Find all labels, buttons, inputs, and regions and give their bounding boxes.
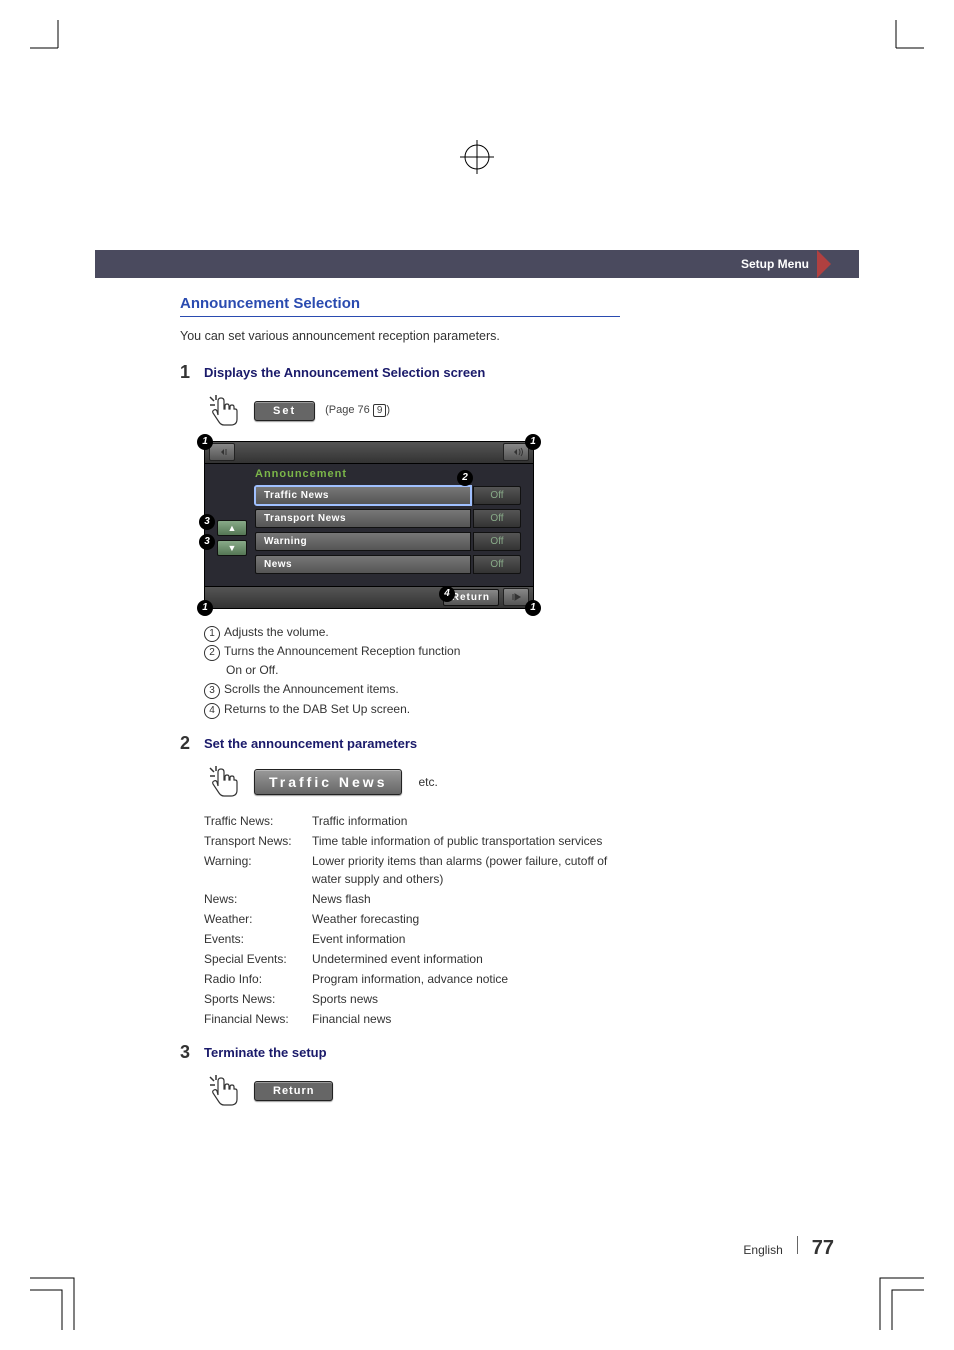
- definition-desc: Weather forecasting: [312, 910, 620, 928]
- row-label[interactable]: Transport News: [255, 509, 471, 528]
- set-button[interactable]: Set: [254, 401, 315, 421]
- definition-desc: Time table information of public transpo…: [312, 832, 620, 850]
- return-button[interactable]: Return: [254, 1081, 333, 1101]
- definition-desc: Undetermined event information: [312, 950, 620, 968]
- definition-term: Weather:: [204, 910, 312, 928]
- definition-row: Financial News:Financial news: [204, 1010, 620, 1028]
- note-text: Turns the Announcement Reception functio…: [224, 644, 460, 658]
- registration-mark-icon: [460, 140, 494, 179]
- touch-hand-icon: [204, 762, 244, 802]
- note-text: On or Off.: [226, 663, 278, 677]
- footer-language: English: [743, 1243, 782, 1257]
- definition-row: Transport News:Time table information of…: [204, 832, 620, 850]
- definition-row: Sports News:Sports news: [204, 990, 620, 1008]
- panel-row: Transport News Off: [255, 509, 521, 528]
- panel-row: News Off: [255, 555, 521, 574]
- row-label[interactable]: Traffic News: [255, 486, 471, 505]
- note-text: Returns to the DAB Set Up screen.: [224, 702, 410, 716]
- callout-1: 1: [525, 434, 541, 450]
- etc-label: etc.: [418, 775, 437, 789]
- step-2-header: 2 Set the announcement parameters: [180, 733, 620, 754]
- step-title: Set the announcement parameters: [204, 733, 417, 754]
- crop-mark: [30, 20, 66, 56]
- panel-row: Traffic News Off: [255, 486, 521, 505]
- definition-desc: News flash: [312, 890, 620, 908]
- definition-desc: Lower priority items than alarms (power …: [312, 852, 620, 888]
- callout-3: 3: [199, 534, 215, 550]
- step-number: 2: [180, 733, 204, 754]
- step-1-header: 1 Displays the Announcement Selection sc…: [180, 362, 620, 383]
- header-bar: Setup Menu: [95, 250, 859, 278]
- step-title: Terminate the setup: [204, 1042, 327, 1063]
- traffic-news-button[interactable]: Traffic News: [254, 769, 402, 795]
- callout-1: 1: [197, 434, 213, 450]
- row-value[interactable]: Off: [473, 532, 521, 551]
- definitions-table: Traffic News:Traffic informationTranspor…: [204, 812, 620, 1028]
- definition-term: Financial News:: [204, 1010, 312, 1028]
- definition-desc: Financial news: [312, 1010, 620, 1028]
- definition-desc: Program information, advance notice: [312, 970, 620, 988]
- callout-4: 4: [439, 586, 455, 602]
- panel-title: Announcement: [255, 464, 347, 484]
- announcement-panel: 1 1 2 3 3 1 1 4 Announcement ▲ ▼ Traffic: [204, 441, 534, 609]
- footer-page-number: 77: [812, 1237, 834, 1260]
- step-number: 3: [180, 1042, 204, 1063]
- callout-3: 3: [199, 514, 215, 530]
- step-number: 1: [180, 362, 204, 383]
- definition-desc: Traffic information: [312, 812, 620, 830]
- definition-term: Radio Info:: [204, 970, 312, 988]
- definition-term: Sports News:: [204, 990, 312, 1008]
- note-text: Scrolls the Announcement items.: [224, 682, 399, 696]
- definition-row: Special Events:Undetermined event inform…: [204, 950, 620, 968]
- note-text: Adjusts the volume.: [224, 625, 329, 639]
- definition-term: News:: [204, 890, 312, 908]
- definition-row: Traffic News:Traffic information: [204, 812, 620, 830]
- definition-term: Traffic News:: [204, 812, 312, 830]
- scroll-down-button[interactable]: ▼: [217, 540, 247, 556]
- callout-2: 2: [457, 470, 473, 486]
- definition-term: Warning:: [204, 852, 312, 888]
- content-column: Announcement Selection You can set vario…: [180, 295, 620, 1125]
- row-value[interactable]: Off: [473, 555, 521, 574]
- section-intro: You can set various announcement recepti…: [180, 327, 620, 346]
- crop-mark: [30, 1270, 90, 1330]
- page-ref-prefix: (Page 76: [325, 404, 370, 416]
- definition-row: News:News flash: [204, 890, 620, 908]
- page-ref-suffix: ): [386, 404, 390, 416]
- row-value[interactable]: Off: [473, 486, 521, 505]
- touch-hand-icon: [204, 391, 244, 431]
- definition-term: Special Events:: [204, 950, 312, 968]
- row-label[interactable]: News: [255, 555, 471, 574]
- definition-row: Events:Event information: [204, 930, 620, 948]
- step-3-header: 3 Terminate the setup: [180, 1042, 620, 1063]
- vol-down-button[interactable]: [209, 443, 235, 461]
- definition-desc: Sports news: [312, 990, 620, 1008]
- panel-row: Warning Off: [255, 532, 521, 551]
- page-reference: (Page 76 9): [325, 404, 390, 417]
- definition-term: Transport News:: [204, 832, 312, 850]
- section-title: Announcement Selection: [180, 295, 620, 317]
- step-title: Displays the Announcement Selection scre…: [204, 362, 485, 383]
- definition-term: Events:: [204, 930, 312, 948]
- page-footer: English 77: [743, 1236, 834, 1260]
- callout-1: 1: [197, 600, 213, 616]
- definition-row: Radio Info:Program information, advance …: [204, 970, 620, 988]
- scroll-up-button[interactable]: ▲: [217, 520, 247, 536]
- page-ref-number: 9: [373, 404, 387, 417]
- callout-notes: 1Adjusts the volume. 2Turns the Announce…: [204, 623, 620, 719]
- callout-1: 1: [525, 600, 541, 616]
- header-arrow-icon: [817, 250, 831, 278]
- row-label[interactable]: Warning: [255, 532, 471, 551]
- touch-hand-icon: [204, 1071, 244, 1111]
- footer-separator: [797, 1236, 798, 1254]
- definition-desc: Event information: [312, 930, 620, 948]
- definition-row: Warning:Lower priority items than alarms…: [204, 852, 620, 888]
- crop-mark: [888, 20, 924, 56]
- definition-row: Weather:Weather forecasting: [204, 910, 620, 928]
- row-value[interactable]: Off: [473, 509, 521, 528]
- crop-mark: [864, 1270, 924, 1330]
